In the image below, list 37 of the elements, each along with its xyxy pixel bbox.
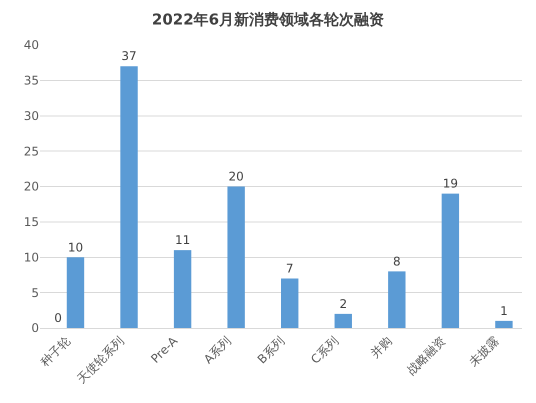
bar [334,314,352,328]
x-tick-label: 种子轮 [38,334,74,370]
data-label: 7 [286,261,294,276]
y-tick-label: 25 [24,144,39,158]
bar [388,271,406,328]
y-tick-label: 15 [24,215,39,230]
bar [281,278,298,328]
data-label: 37 [121,49,137,64]
y-tick-label: 10 [24,250,39,264]
data-label: 8 [392,254,401,268]
bar [227,186,245,328]
y-tick-label: 0 [31,321,39,336]
y-tick-label: 20 [24,180,39,194]
data-label: 2 [339,296,348,311]
chart-title: 2022年6月新消费领域各轮次融资 [152,10,384,29]
x-tick-label: 并购 [368,334,394,361]
x-tick-label: 天使轮系列 [74,334,127,386]
x-tick-label: C系列 [308,334,341,367]
bar [442,194,460,328]
data-label: 20 [228,170,244,184]
x-tick-label: 未披露 [466,334,502,370]
bar [174,250,192,328]
y-tick-label: 40 [24,38,39,52]
x-tick-label: 战略融资 [404,334,448,378]
bar [495,320,513,328]
data-label: 19 [442,176,458,191]
data-label: 0 [54,311,62,325]
x-tick-label: B系列 [254,334,288,367]
bar [66,257,84,328]
y-tick-label: 5 [31,286,39,300]
bar [120,66,138,328]
x-tick-label: A系列 [201,334,234,367]
data-label: 10 [68,240,84,254]
data-label: 11 [174,233,190,248]
y-tick-label: 30 [24,108,39,123]
y-tick-label: 35 [24,74,39,88]
data-label: 1 [500,304,508,318]
